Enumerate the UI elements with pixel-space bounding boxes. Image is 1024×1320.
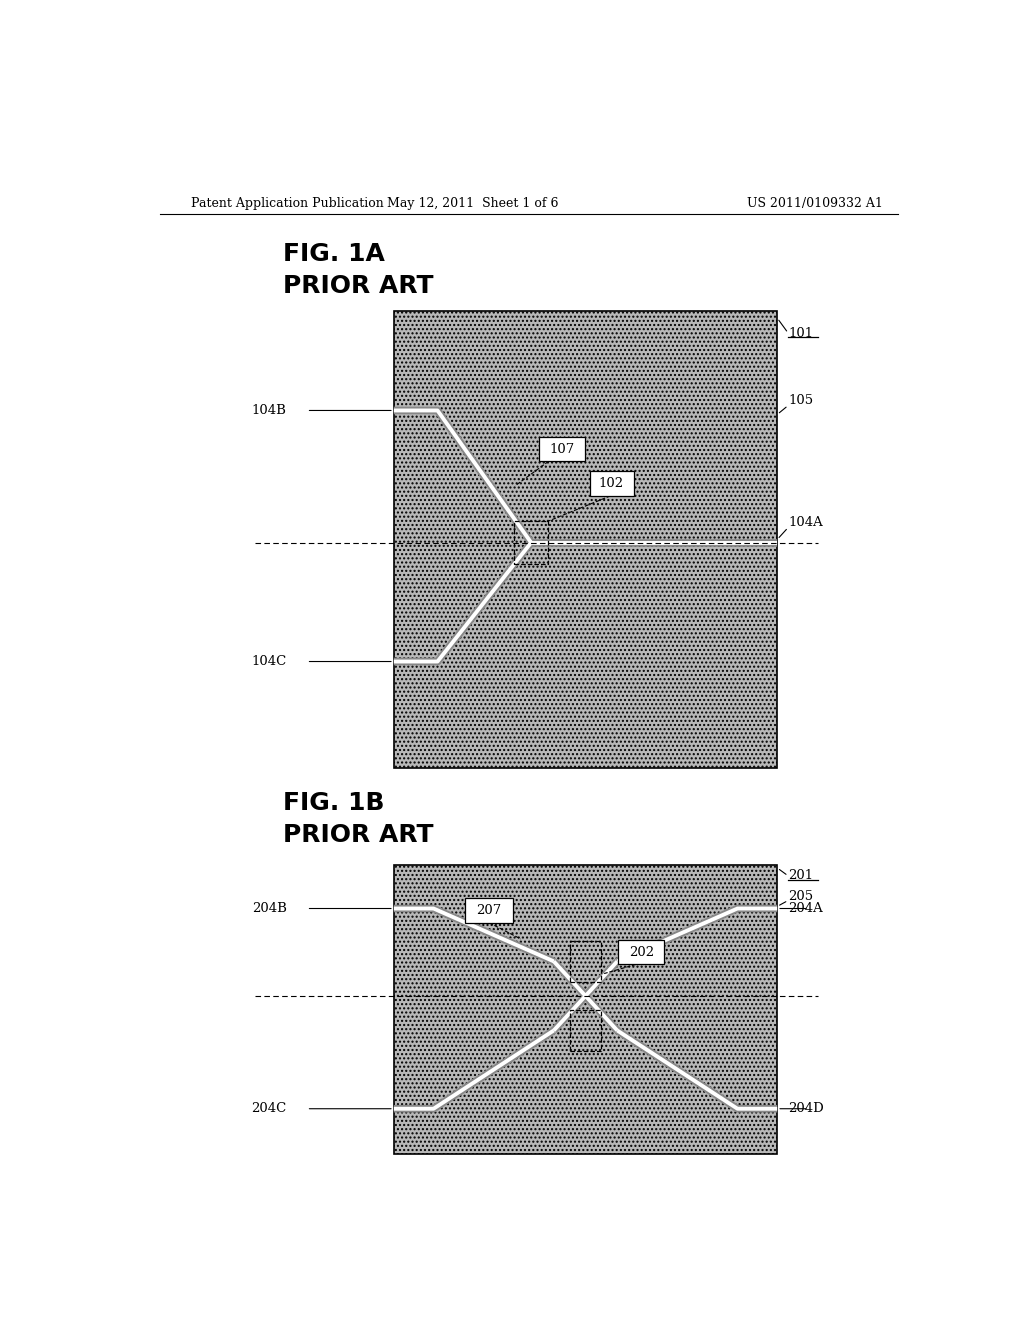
Text: FIG. 1A: FIG. 1A bbox=[283, 242, 385, 265]
Text: 205: 205 bbox=[788, 890, 813, 903]
Bar bbox=[539, 437, 585, 461]
Text: 202: 202 bbox=[629, 945, 654, 958]
Text: 101: 101 bbox=[788, 327, 813, 339]
Bar bbox=[569, 1010, 601, 1051]
Text: 204D: 204D bbox=[788, 1102, 824, 1115]
Text: 107: 107 bbox=[550, 442, 574, 455]
Bar bbox=[394, 312, 777, 768]
Bar bbox=[514, 521, 548, 564]
Text: May 12, 2011  Sheet 1 of 6: May 12, 2011 Sheet 1 of 6 bbox=[387, 197, 559, 210]
Text: PRIOR ART: PRIOR ART bbox=[283, 824, 433, 847]
Bar bbox=[394, 865, 777, 1155]
Bar bbox=[465, 899, 513, 923]
Text: 204C: 204C bbox=[252, 1102, 287, 1115]
Text: 207: 207 bbox=[476, 904, 502, 917]
Bar bbox=[569, 941, 601, 982]
Text: 204B: 204B bbox=[252, 902, 287, 915]
Text: Patent Application Publication: Patent Application Publication bbox=[191, 197, 384, 210]
Text: 102: 102 bbox=[599, 477, 624, 490]
Text: US 2011/0109332 A1: US 2011/0109332 A1 bbox=[748, 197, 883, 210]
Bar bbox=[618, 940, 664, 965]
Text: 204A: 204A bbox=[788, 902, 823, 915]
Text: 104C: 104C bbox=[252, 655, 287, 668]
Bar bbox=[590, 471, 634, 496]
Text: 104A: 104A bbox=[788, 516, 823, 529]
Text: 105: 105 bbox=[788, 393, 813, 407]
Text: FIG. 1B: FIG. 1B bbox=[283, 791, 384, 814]
Text: PRIOR ART: PRIOR ART bbox=[283, 275, 433, 298]
Text: 104B: 104B bbox=[252, 404, 287, 417]
Text: 201: 201 bbox=[788, 870, 813, 883]
